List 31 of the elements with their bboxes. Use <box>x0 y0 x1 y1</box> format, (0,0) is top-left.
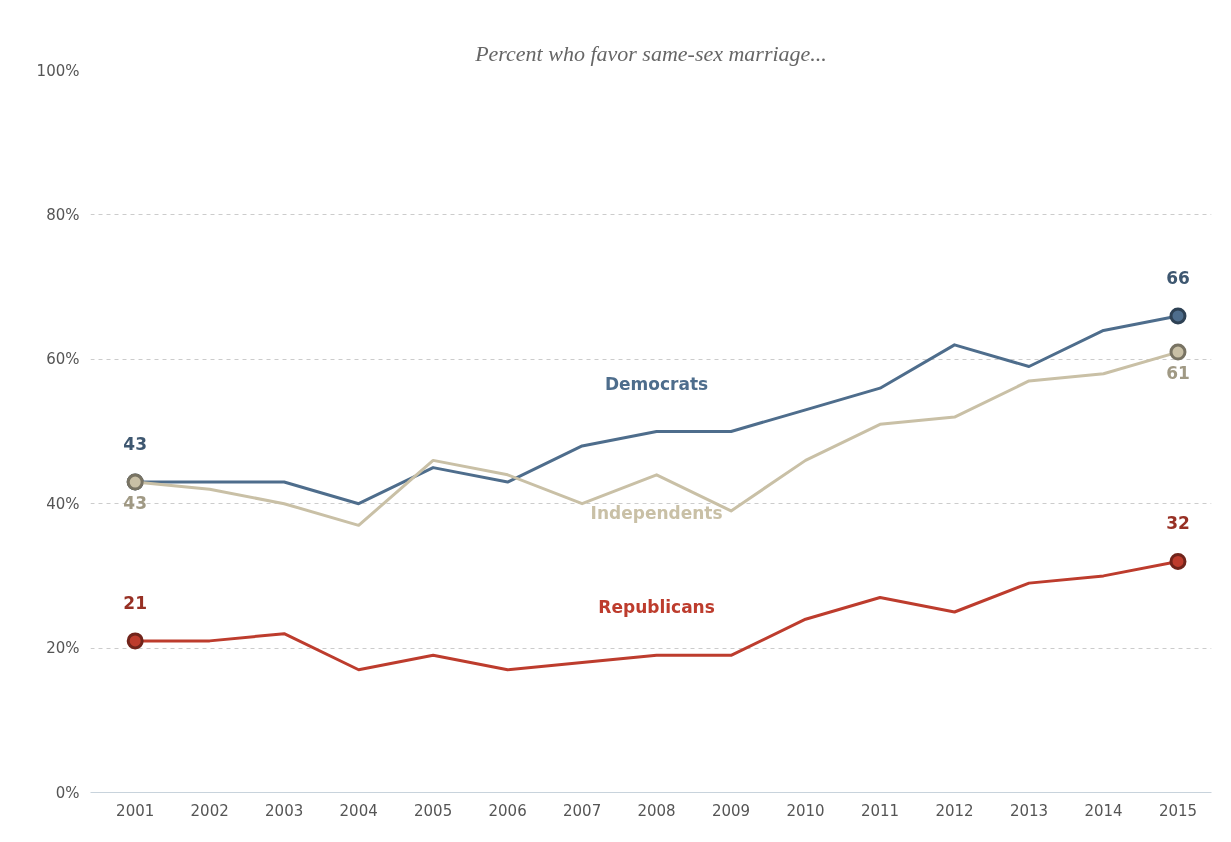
x-tick-label: 2002 <box>190 801 229 820</box>
data-label: 61 <box>1166 363 1190 384</box>
y-tick-label: 100% <box>36 61 80 80</box>
data-label: 66 <box>1166 267 1190 288</box>
x-tick-label: 2006 <box>488 801 527 820</box>
x-tick-label: 2005 <box>414 801 453 820</box>
y-tick-label: 40% <box>46 494 80 513</box>
x-tick-label: 2004 <box>339 801 378 820</box>
text: Republicans <box>598 597 715 618</box>
y-tick-label: 80% <box>46 205 80 224</box>
data-label: 43 <box>123 434 148 455</box>
y-tick-label: 60% <box>46 350 80 369</box>
text: Democrats <box>604 373 709 394</box>
chart-title: Percent who favor same-sex marriage... <box>474 40 827 66</box>
y-tick-label: 0% <box>55 783 80 802</box>
x-tick-label: 2001 <box>116 801 155 820</box>
x-tick-label: 2013 <box>1009 801 1049 820</box>
x-tick-label: 2011 <box>860 801 900 820</box>
y-tick-label: 20% <box>46 639 80 658</box>
series-label: Independents <box>590 502 723 523</box>
data-label: 43 <box>123 493 148 514</box>
x-tick-label: 2014 <box>1084 801 1123 820</box>
x-tick-label: 2009 <box>711 801 751 820</box>
x-tick-label: 2010 <box>786 801 825 820</box>
x-tick-label: 2003 <box>265 801 304 820</box>
x-tick-label: 2007 <box>563 801 602 820</box>
x-tick-label: 2008 <box>637 801 676 820</box>
data-label: 32 <box>1166 513 1190 534</box>
x-tick-label: 2012 <box>935 801 974 820</box>
x-tick-label: 2015 <box>1158 801 1198 820</box>
data-label: 21 <box>123 592 148 613</box>
